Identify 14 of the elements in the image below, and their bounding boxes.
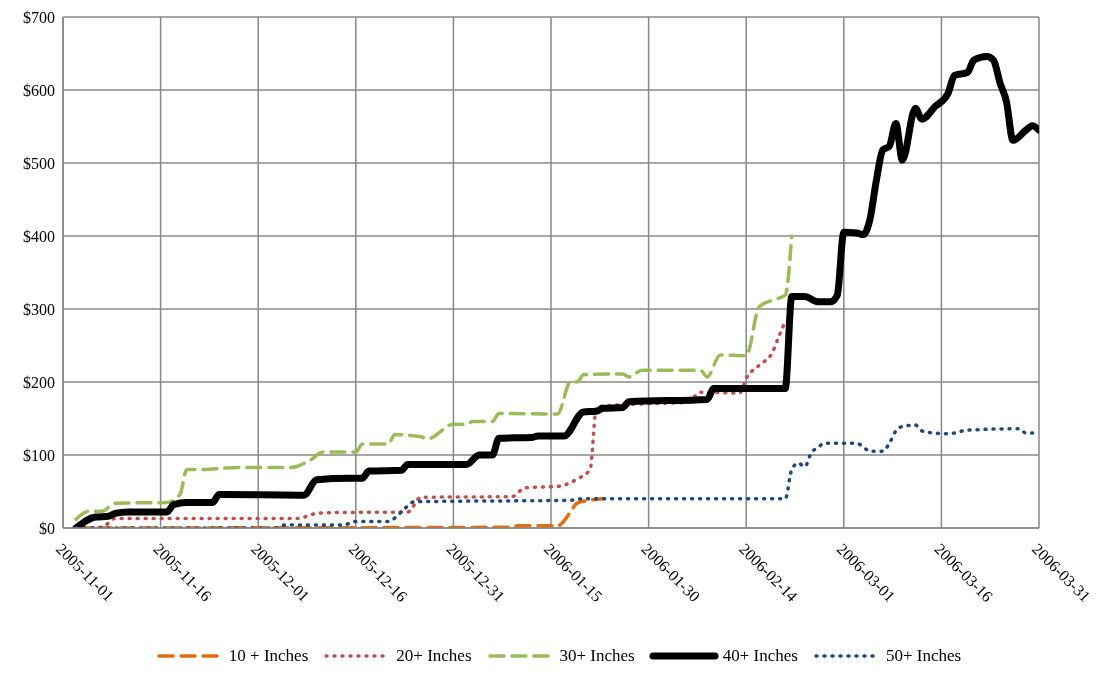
y-tick-label: $300 (23, 300, 55, 318)
legend-label: 40+ Inches (722, 646, 798, 666)
legend-label: 30+ Inches (559, 646, 635, 666)
y-tick-label: $600 (23, 81, 55, 99)
y-tick-label: $100 (23, 446, 55, 464)
legend-label: 50+ Inches (885, 646, 962, 666)
line-series (74, 234, 794, 521)
y-tick-label: $0 (39, 519, 55, 537)
y-tick-label: $400 (23, 227, 55, 245)
y-tick-label: $700 (23, 8, 55, 26)
y-tick-label: $200 (23, 373, 55, 391)
legend-label: 20+ Inches (396, 646, 472, 666)
y-tick-label: $500 (23, 154, 55, 172)
legend-label: 10 + Inches (228, 646, 309, 666)
